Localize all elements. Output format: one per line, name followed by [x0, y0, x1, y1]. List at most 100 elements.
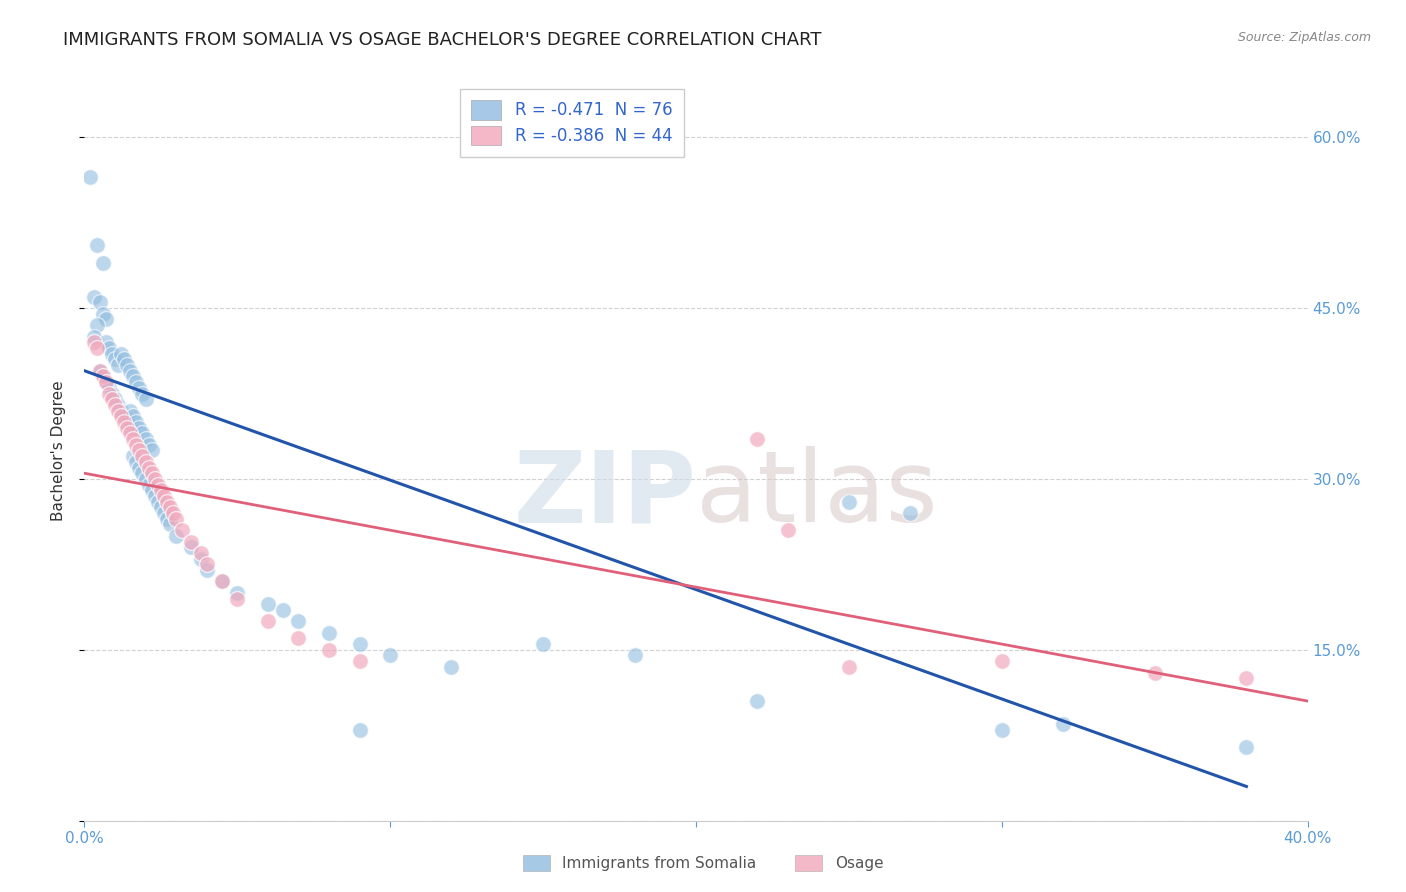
Point — [318, 625, 340, 640]
Point — [153, 489, 176, 503]
Legend: Immigrants from Somalia, Osage: Immigrants from Somalia, Osage — [516, 849, 890, 877]
Point — [120, 420, 142, 434]
Point — [101, 392, 124, 407]
Point — [125, 438, 148, 452]
Point — [226, 586, 249, 600]
Point — [624, 648, 647, 663]
Legend: R = -0.471  N = 76, R = -0.386  N = 44: R = -0.471 N = 76, R = -0.386 N = 44 — [460, 88, 683, 157]
Point — [141, 483, 163, 498]
Point — [135, 472, 157, 486]
Point — [122, 432, 145, 446]
Point — [91, 369, 114, 384]
Point — [349, 637, 371, 651]
Point — [131, 449, 153, 463]
Point — [110, 403, 132, 417]
Point — [107, 398, 129, 412]
Point — [190, 551, 212, 566]
Point — [94, 312, 117, 326]
Point — [146, 494, 169, 508]
Point — [257, 597, 280, 611]
Point — [89, 295, 111, 310]
Point — [440, 660, 463, 674]
Point — [172, 523, 194, 537]
Point — [211, 574, 233, 589]
Point — [146, 477, 169, 491]
Point — [128, 381, 150, 395]
Point — [195, 558, 218, 572]
Text: ZIP: ZIP — [513, 446, 696, 543]
Point — [125, 455, 148, 469]
Point — [349, 723, 371, 737]
Point — [1236, 671, 1258, 685]
Point — [86, 318, 108, 333]
Point — [1052, 716, 1074, 731]
Point — [153, 506, 176, 520]
Point — [91, 307, 114, 321]
Point — [991, 654, 1014, 668]
Point — [115, 415, 138, 429]
Point — [89, 364, 111, 378]
Point — [83, 329, 105, 343]
Point — [120, 403, 142, 417]
Point — [110, 409, 132, 424]
Text: IMMIGRANTS FROM SOMALIA VS OSAGE BACHELOR'S DEGREE CORRELATION CHART: IMMIGRANTS FROM SOMALIA VS OSAGE BACHELO… — [63, 31, 821, 49]
Point — [838, 494, 860, 508]
Point — [1236, 739, 1258, 754]
Point — [226, 591, 249, 606]
Point — [156, 494, 179, 508]
Point — [211, 574, 233, 589]
Point — [318, 642, 340, 657]
Point — [149, 483, 172, 498]
Point — [159, 517, 181, 532]
Point — [135, 432, 157, 446]
Point — [143, 472, 166, 486]
Text: Source: ZipAtlas.com: Source: ZipAtlas.com — [1237, 31, 1371, 45]
Point — [128, 460, 150, 475]
Point — [747, 432, 769, 446]
Point — [991, 723, 1014, 737]
Point — [128, 443, 150, 458]
Point — [97, 341, 120, 355]
Point — [104, 398, 127, 412]
Point — [141, 443, 163, 458]
Y-axis label: Bachelor's Degree: Bachelor's Degree — [51, 380, 66, 521]
Point — [131, 426, 153, 441]
Point — [120, 364, 142, 378]
Point — [380, 648, 402, 663]
Point — [128, 420, 150, 434]
Point — [838, 660, 860, 674]
Point — [115, 420, 138, 434]
Point — [531, 637, 554, 651]
Point — [190, 546, 212, 560]
Point — [195, 563, 218, 577]
Point — [271, 603, 294, 617]
Point — [138, 477, 160, 491]
Point — [97, 386, 120, 401]
Point — [107, 358, 129, 372]
Point — [180, 534, 202, 549]
Point — [287, 615, 309, 629]
Point — [349, 654, 371, 668]
Point — [94, 375, 117, 389]
Point — [101, 386, 124, 401]
Point — [165, 512, 187, 526]
Point — [165, 529, 187, 543]
Point — [115, 358, 138, 372]
Point — [122, 369, 145, 384]
Point — [104, 392, 127, 407]
Point — [122, 449, 145, 463]
Point — [257, 615, 280, 629]
Point — [112, 352, 135, 367]
Point — [143, 489, 166, 503]
Point — [112, 409, 135, 424]
Point — [83, 290, 105, 304]
Point — [110, 346, 132, 360]
Point — [776, 523, 799, 537]
Point — [135, 392, 157, 407]
Point — [83, 335, 105, 350]
Point — [91, 369, 114, 384]
Point — [112, 415, 135, 429]
Point — [94, 375, 117, 389]
Point — [122, 409, 145, 424]
Point — [287, 632, 309, 646]
